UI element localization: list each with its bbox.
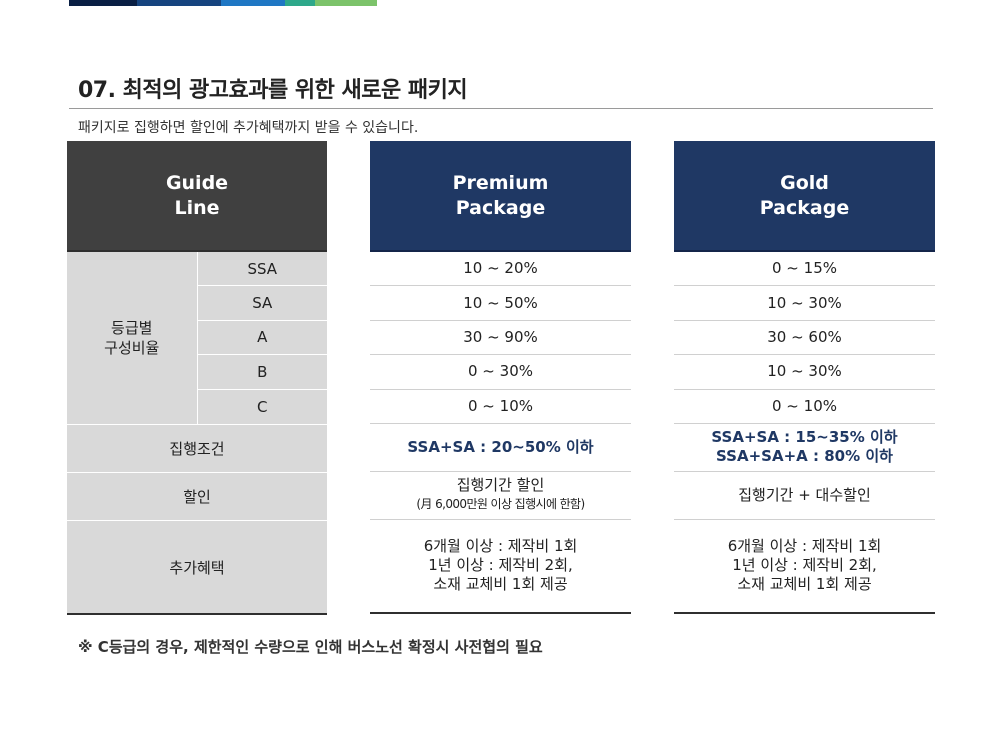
gold-benefit-line3: 소재 교체비 1회 제공 bbox=[737, 575, 872, 594]
premium-ratio-b: 0 ~ 30% bbox=[370, 355, 631, 390]
color-bar-segment bbox=[137, 0, 221, 6]
gold-header-line2: Package bbox=[759, 196, 850, 219]
gold-ratio-ssa: 0 ~ 15% bbox=[674, 252, 935, 287]
color-bar-segment bbox=[69, 0, 137, 6]
grade-label-line1: 등급별 bbox=[111, 319, 153, 337]
premium-header: Premium Package bbox=[370, 141, 631, 252]
footnote: ※ C등급의 경우, 제한적인 수량으로 인해 버스노선 확정시 사전협의 필요 bbox=[78, 638, 543, 656]
premium-column: Premium Package 10 ~ 20% 10 ~ 50% 30 ~ 9… bbox=[370, 141, 631, 614]
premium-ratio-ssa: 10 ~ 20% bbox=[370, 252, 631, 287]
page-title: 07. 최적의 광고효과를 위한 새로운 패키지 bbox=[78, 78, 468, 103]
color-bar-segment bbox=[221, 0, 285, 6]
color-bar-segment bbox=[285, 0, 315, 6]
gold-ratio-c: 0 ~ 10% bbox=[674, 390, 935, 424]
guide-header-line1: Guide bbox=[165, 171, 229, 194]
discount-label: 할인 bbox=[67, 473, 327, 521]
premium-benefit-line3: 소재 교체비 1회 제공 bbox=[433, 575, 568, 594]
gold-discount: 집행기간 + 대수할인 bbox=[674, 472, 935, 520]
title-divider bbox=[69, 108, 933, 109]
grade-ssa: SSA bbox=[197, 252, 327, 287]
color-bar-segment bbox=[315, 0, 377, 6]
gold-condition-line2: SSA+SA+A : 80% 이하 bbox=[716, 447, 893, 466]
gold-condition: SSA+SA : 15~35% 이하 SSA+SA+A : 80% 이하 bbox=[674, 424, 935, 472]
premium-condition: SSA+SA : 20~50% 이하 bbox=[370, 424, 631, 472]
premium-ratio-c: 0 ~ 10% bbox=[370, 390, 631, 424]
grade-label-line2: 구성비율 bbox=[104, 339, 160, 357]
gold-ratio-sa: 10 ~ 30% bbox=[674, 286, 935, 321]
premium-benefit: 6개월 이상 : 제작비 1회 1년 이상 : 제작비 2회, 소재 교체비 1… bbox=[370, 520, 631, 612]
premium-header-line1: Premium bbox=[452, 171, 549, 194]
guide-header: Guide Line bbox=[67, 141, 327, 250]
page-subtitle: 패키지로 집행하면 할인에 추가혜택까지 받을 수 있습니다. bbox=[78, 120, 419, 136]
gold-header: Gold Package bbox=[674, 141, 935, 252]
premium-header-line2: Package bbox=[455, 196, 546, 219]
gold-condition-line1: SSA+SA : 15~35% 이하 bbox=[711, 428, 898, 447]
gold-benefit-line2: 1년 이상 : 제작비 2회, bbox=[732, 556, 877, 575]
gold-column: Gold Package 0 ~ 15% 10 ~ 30% 30 ~ 60% 1… bbox=[674, 141, 935, 614]
guide-header-line2: Line bbox=[174, 196, 220, 219]
premium-ratio-sa: 10 ~ 50% bbox=[370, 286, 631, 321]
gold-benefit: 6개월 이상 : 제작비 1회 1년 이상 : 제작비 2회, 소재 교체비 1… bbox=[674, 520, 935, 612]
premium-discount-line1: 집행기간 할인 bbox=[456, 476, 545, 495]
grade-ratio-block: 등급별 구성비율 SSA SA A B C bbox=[67, 252, 327, 425]
premium-discount-line2: (月 6,000만원 이상 집행시에 한함) bbox=[416, 497, 585, 512]
grade-sa: SA bbox=[197, 286, 327, 321]
guide-body: 등급별 구성비율 SSA SA A B C 집행조건 할인 추가혜택 bbox=[67, 250, 327, 615]
grade-c: C bbox=[257, 397, 268, 416]
guide-column: Guide Line 등급별 구성비율 SSA SA A B C 집행조건 할인… bbox=[67, 141, 327, 615]
gold-ratio-a: 30 ~ 60% bbox=[674, 321, 935, 356]
grade-a: A bbox=[197, 321, 327, 356]
condition-label: 집행조건 bbox=[67, 425, 327, 473]
grade-ratio-label: 등급별 구성비율 bbox=[67, 252, 198, 424]
gold-ratio-b: 10 ~ 30% bbox=[674, 355, 935, 390]
gold-benefit-line1: 6개월 이상 : 제작비 1회 bbox=[727, 537, 882, 556]
premium-ratio-a: 30 ~ 90% bbox=[370, 321, 631, 356]
gold-body: 0 ~ 15% 10 ~ 30% 30 ~ 60% 10 ~ 30% 0 ~ 1… bbox=[674, 252, 935, 614]
top-color-bar bbox=[69, 0, 377, 6]
premium-discount: 집행기간 할인 (月 6,000만원 이상 집행시에 한함) bbox=[370, 472, 631, 520]
benefit-label: 추가혜택 bbox=[169, 558, 225, 577]
premium-benefit-line1: 6개월 이상 : 제작비 1회 bbox=[423, 537, 578, 556]
premium-body: 10 ~ 20% 10 ~ 50% 30 ~ 90% 0 ~ 30% 0 ~ 1… bbox=[370, 252, 631, 614]
premium-benefit-line2: 1년 이상 : 제작비 2회, bbox=[428, 556, 573, 575]
gold-header-line1: Gold bbox=[780, 171, 829, 194]
grade-b: B bbox=[197, 355, 327, 390]
grade-list: SSA SA A B C bbox=[197, 252, 327, 424]
